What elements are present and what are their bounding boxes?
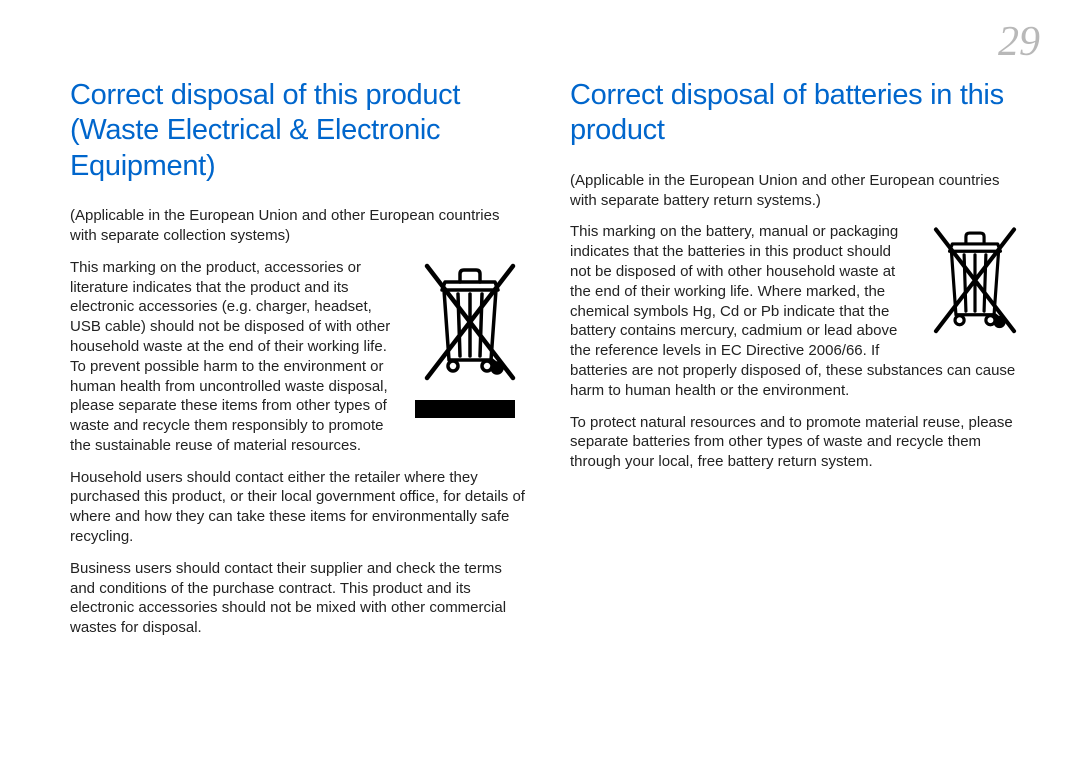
left-para-household: Household users should contact either th…: [70, 468, 525, 547]
page-number: 29: [998, 18, 1040, 66]
right-para-applicable: (Applicable in the European Union and ot…: [570, 171, 1025, 211]
left-heading: Correct disposal of this product (Waste …: [70, 78, 525, 184]
left-para-applicable: (Applicable in the European Union and ot…: [70, 206, 525, 246]
weee-bar-icon: [415, 400, 515, 418]
weee-bin-icon: [415, 260, 525, 418]
right-para-protect: To protect natural resources and to prom…: [570, 413, 1025, 472]
right-column: Correct disposal of batteries in this pr…: [570, 78, 1025, 650]
battery-bin-icon: [925, 224, 1025, 342]
content-columns: Correct disposal of this product (Waste …: [0, 0, 1080, 680]
left-para-business: Business users should contact their supp…: [70, 559, 525, 638]
left-column: Correct disposal of this product (Waste …: [70, 78, 525, 650]
right-heading: Correct disposal of batteries in this pr…: [570, 78, 1025, 149]
